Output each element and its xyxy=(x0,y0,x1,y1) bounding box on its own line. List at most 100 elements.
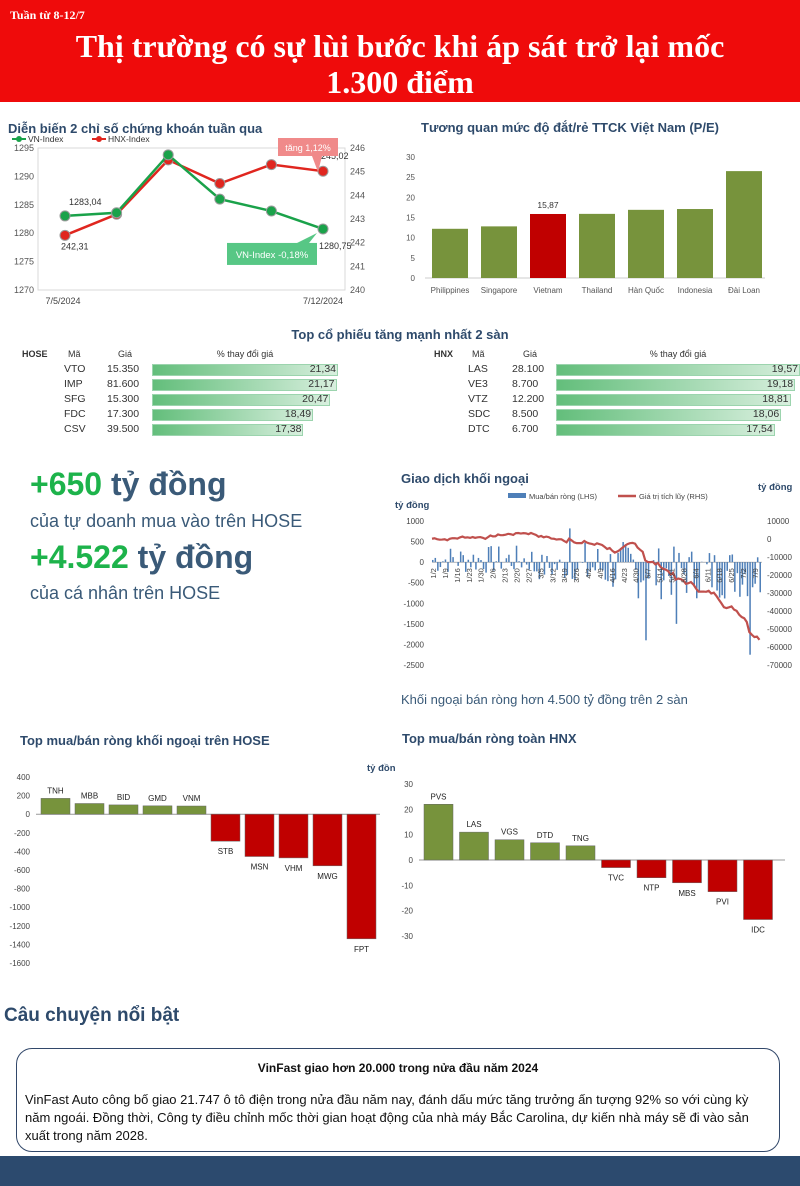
pe-bar xyxy=(530,213,566,278)
daily-flow-bar xyxy=(624,544,627,563)
title-line-1: Thị trường có sự lùi bước khi áp sát trở… xyxy=(75,28,725,64)
hose-ytick: -1600 xyxy=(10,959,31,968)
daily-flow-bar xyxy=(744,562,746,574)
date-tick-label: 5/7 xyxy=(644,568,653,578)
date-tick-label: 1/16 xyxy=(453,568,462,583)
daily-flow-bar xyxy=(670,562,673,595)
date-tick-label: 3/5 xyxy=(536,568,545,578)
pe-bar xyxy=(677,209,713,278)
pct-bar xyxy=(152,424,304,436)
foreign-caption: Khối ngoại bán ròng hơn 4.500 tỷ đồng tr… xyxy=(401,692,688,707)
daily-flow-bar xyxy=(571,562,574,579)
daily-flow-bar xyxy=(558,559,561,563)
pe-ytick: 0 xyxy=(411,274,416,283)
hose-category-label: MSN xyxy=(251,863,269,872)
hnx-category-label: TNG xyxy=(572,834,589,843)
daily-flow-bar xyxy=(607,562,609,582)
hnx-callout-box xyxy=(278,138,338,156)
daily-flow-bar xyxy=(716,562,718,591)
pct-value: 18,49 xyxy=(284,408,312,420)
daily-flow-bar xyxy=(655,562,657,586)
daily-flow-bar xyxy=(482,562,485,569)
daily-flow-bar xyxy=(513,562,515,570)
daily-flow-bar xyxy=(597,548,599,563)
stock-price: 81.600 xyxy=(107,378,140,390)
left-axis-tick: 1275 xyxy=(14,257,34,267)
stock-code: LAS xyxy=(468,363,488,375)
right-axis-tick: 243 xyxy=(350,214,365,224)
date-tick-label: 2/20 xyxy=(512,568,521,583)
pct-bar xyxy=(556,424,775,436)
daily-flow-bar xyxy=(505,558,508,563)
date-tick-label: 5/14 xyxy=(656,568,665,583)
stock-code: IMP xyxy=(64,378,83,390)
hnx-callout-pointer xyxy=(312,156,322,172)
vn-point xyxy=(111,207,123,219)
hose-foreign-bar xyxy=(40,798,71,815)
hnx-category-label: NTP xyxy=(644,884,660,893)
daily-flow-bar xyxy=(756,557,759,563)
date-tick-label: 4/9 xyxy=(596,568,605,578)
stock-price: 28.100 xyxy=(512,363,545,375)
col-code-header: Mã xyxy=(472,349,485,359)
daily-flow-bar xyxy=(614,562,617,580)
daily-flow-bar xyxy=(434,557,437,563)
daily-flow-bar xyxy=(470,562,472,568)
pe-category-label: Hàn Quốc xyxy=(628,286,664,295)
date-tick-label: 1/2 xyxy=(429,568,438,578)
hnx-foreign-bar xyxy=(530,842,560,861)
week-label: Tuần từ 8-12/7 xyxy=(10,8,85,22)
hose-ytick: 400 xyxy=(17,773,31,782)
stock-price: 15.300 xyxy=(107,393,140,405)
left-axis-tick: 1285 xyxy=(14,200,34,210)
hose-category-label: BID xyxy=(117,793,131,802)
daily-flow-bar xyxy=(749,562,751,655)
daily-flow-bar xyxy=(432,559,434,563)
exchange-label: HOSE xyxy=(22,349,48,359)
hose-category-label: GMD xyxy=(148,794,167,803)
stock-price: 6.700 xyxy=(512,423,539,435)
hose-foreign-bar xyxy=(244,813,275,857)
pe-ytick: 15 xyxy=(406,214,415,223)
plot-frame xyxy=(37,147,346,291)
date-tick-label: 2/27 xyxy=(524,568,533,583)
daily-flow-bar xyxy=(632,559,635,563)
retail-stat: +4.522 tỷ đồng xyxy=(30,539,253,576)
hose-ytick: 200 xyxy=(17,792,31,801)
daily-flow-bar xyxy=(531,551,533,563)
hose-ytick: -1400 xyxy=(10,940,31,949)
daily-flow-bar xyxy=(723,562,726,599)
pct-bar xyxy=(152,409,314,421)
right-axis-tick: 245 xyxy=(350,167,365,177)
story-card: VinFast giao hơn 20.000 trong nửa đầu nă… xyxy=(16,1048,780,1152)
prop-trading-value: +650 xyxy=(30,466,103,502)
hnx-ytick: -10 xyxy=(401,881,413,890)
daily-flow-bar xyxy=(683,562,685,575)
daily-flow-bar xyxy=(442,561,444,563)
stock-code: VTO xyxy=(64,363,86,375)
date-tick-label: 4/2 xyxy=(584,568,593,578)
hose-ytick: 0 xyxy=(26,810,31,819)
hose-foreign-bar xyxy=(346,813,377,940)
legend-vn-marker xyxy=(16,136,22,142)
daily-flow-bar xyxy=(739,562,741,597)
daily-flow-bar xyxy=(477,557,480,563)
hose-foreign-bar xyxy=(142,805,173,815)
date-tick-label: 2/13 xyxy=(501,568,510,583)
pe-ytick: 25 xyxy=(406,173,415,182)
daily-flow-bar xyxy=(645,562,647,641)
daily-flow-bar xyxy=(495,561,497,563)
left-axis-tick: 1290 xyxy=(14,171,34,181)
vn-callout-text: VN-Index -0,18% xyxy=(236,250,309,261)
pe-category-label: Singapore xyxy=(481,286,518,295)
pe-category-label: Vietnam xyxy=(533,286,563,295)
daily-flow-bar xyxy=(591,562,594,568)
pct-bar xyxy=(556,409,782,421)
daily-flow-bar xyxy=(637,562,640,599)
col-pct-header: % thay đổi giá xyxy=(216,349,274,359)
col-price-header: Giá xyxy=(523,349,538,359)
right-axis-tick: -40000 xyxy=(767,607,792,616)
stock-price: 8.700 xyxy=(512,378,539,390)
pe-ytick: 5 xyxy=(411,254,416,263)
hnx-start-label: 242,31 xyxy=(61,241,89,251)
